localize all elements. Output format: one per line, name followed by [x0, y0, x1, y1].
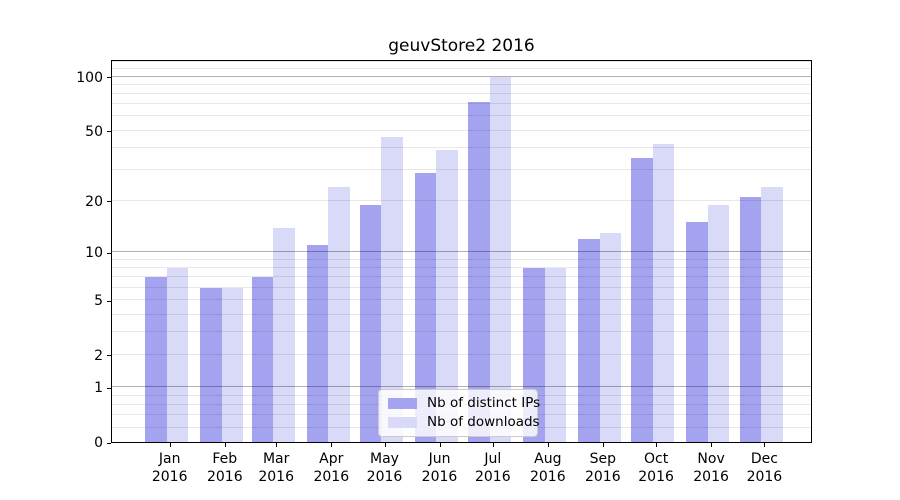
bar-apr-s1 — [328, 187, 350, 442]
x-tick-label-aug: Aug 2016 — [529, 451, 566, 485]
y-tick-label: 20 — [85, 193, 103, 210]
x-tick-mark — [764, 443, 766, 447]
y-tick-mark — [107, 300, 111, 302]
x-tick-label-apr: Apr 2016 — [313, 451, 350, 485]
x-tick-label-oct: Oct 2016 — [638, 451, 674, 485]
y-tick-label: 5 — [94, 293, 103, 310]
gridline-90 — [112, 83, 811, 85]
bar-nov-s1 — [707, 204, 730, 442]
x-tick-label-feb: Feb 2016 — [206, 451, 243, 485]
x-tick-mark — [224, 443, 226, 447]
gridline-80 — [112, 93, 811, 94]
legend-swatch-icon — [388, 398, 417, 409]
y-tick-label: 100 — [76, 69, 103, 86]
bar-aug-s1 — [544, 268, 567, 442]
bar-may-s0 — [359, 204, 382, 442]
y-tick-mark — [107, 442, 111, 444]
x-tick-mark — [169, 443, 171, 447]
bar-nov-s0 — [686, 222, 708, 442]
y-tick-mark — [107, 252, 111, 254]
bar-dec-s0 — [739, 197, 762, 442]
x-tick-label-mar: Mar 2016 — [258, 451, 294, 485]
y-tick-mark — [107, 131, 111, 133]
bar-mar-s0 — [251, 277, 273, 442]
legend-label: Nb of distinct IPs — [427, 395, 541, 411]
gridline-50 — [112, 129, 811, 131]
x-tick-label-dec: Dec 2016 — [746, 451, 783, 485]
bar-sep-s0 — [578, 238, 600, 442]
bar-feb-s1 — [221, 287, 244, 442]
bar-jan-s1 — [166, 268, 188, 442]
bar-oct-s0 — [631, 158, 653, 442]
y-tick-mark — [107, 77, 111, 78]
y-tick-mark — [107, 201, 111, 203]
bar-mar-s1 — [273, 227, 295, 442]
chart-title: geuvStore2 2016 — [388, 36, 535, 56]
bar-may-s1 — [381, 137, 403, 442]
x-tick-mark — [711, 443, 713, 447]
bar-jan-s0 — [145, 277, 167, 442]
x-tick-mark — [384, 443, 386, 447]
bar-jun-s0 — [414, 172, 437, 442]
x-tick-label-nov: Nov 2016 — [693, 451, 729, 485]
y-tick-mark — [107, 355, 111, 357]
x-tick-label-may: May 2016 — [366, 451, 403, 485]
legend-swatch-icon — [388, 417, 417, 428]
bar-dec-s1 — [761, 187, 783, 442]
bar-feb-s0 — [200, 287, 222, 442]
x-tick-mark — [439, 443, 441, 447]
x-tick-mark — [656, 443, 658, 447]
gridline-100 — [112, 75, 811, 77]
plot-area — [111, 60, 812, 443]
bar-sep-s1 — [599, 233, 622, 442]
y-tick-mark — [107, 387, 111, 389]
x-tick-mark — [492, 443, 494, 447]
x-tick-label-jul: Jul 2016 — [474, 451, 511, 485]
y-tick-label: 1 — [94, 380, 103, 397]
x-tick-label-jan: Jan 2016 — [151, 451, 188, 485]
gridline-60 — [112, 115, 811, 117]
gridline-40 — [112, 146, 811, 148]
x-tick-mark — [602, 443, 604, 447]
bar-jul-s0 — [468, 102, 490, 442]
x-tick-mark — [547, 443, 549, 447]
bar-jun-s1 — [436, 149, 458, 442]
x-tick-mark — [276, 443, 278, 447]
legend-item-1: Nb of downloads — [388, 414, 540, 430]
gridline-20 — [112, 199, 811, 201]
legend: Nb of distinct IPs Nb of downloads — [378, 389, 541, 437]
y-tick-label: 2 — [94, 347, 103, 364]
gridline-30 — [112, 169, 811, 171]
y-tick-label: 10 — [85, 245, 103, 262]
legend-label: Nb of downloads — [427, 414, 540, 430]
y-tick-label: 50 — [85, 123, 103, 140]
y-tick-label: 0 — [94, 435, 103, 451]
x-tick-mark — [331, 443, 333, 447]
x-tick-label-jun: Jun 2016 — [421, 451, 458, 485]
legend-item-0: Nb of distinct IPs — [388, 395, 541, 411]
gridline-70 — [112, 103, 811, 105]
gridline-120 — [112, 61, 811, 63]
gridline-110 — [112, 68, 811, 69]
bar-oct-s1 — [652, 144, 675, 442]
x-tick-label-sep: Sep 2016 — [584, 451, 621, 485]
bar-apr-s0 — [306, 245, 329, 442]
bar-jul-s1 — [489, 76, 512, 442]
